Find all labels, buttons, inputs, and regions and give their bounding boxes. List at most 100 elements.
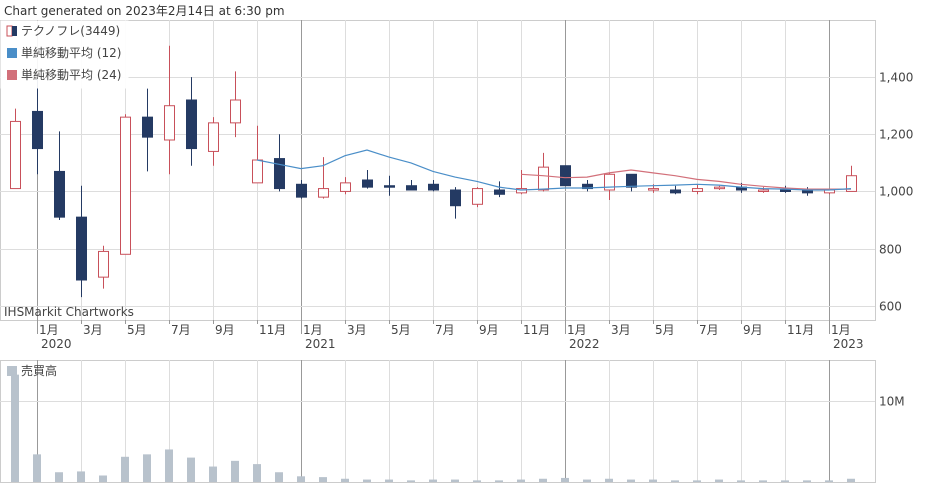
candle-body — [230, 99, 241, 124]
x-tick-label: 5月 — [127, 323, 147, 337]
volume-bar — [473, 480, 481, 482]
x-tick-label: 11月 — [259, 323, 286, 337]
volume-bar — [517, 479, 525, 482]
legend-label: 単純移動平均 (24) — [21, 68, 121, 82]
volume-bar — [319, 477, 327, 482]
volume-bar — [165, 449, 173, 482]
volume-bar — [231, 460, 239, 482]
x-tick-label: 3月 — [83, 323, 103, 337]
volume-bar — [759, 480, 767, 482]
y-tick-label: 1,400 — [879, 71, 913, 85]
volume-bar — [605, 478, 613, 482]
volume-bar — [451, 479, 459, 482]
x-year-label: 2021 — [305, 337, 336, 351]
x-year-label: 2022 — [569, 337, 600, 351]
price-legend: テクノフレ(3449) 単純移動平均 (12) 単純移動平均 (24) — [0, 20, 129, 89]
candle-body — [120, 116, 131, 255]
candle-body — [362, 179, 373, 188]
candle-body — [318, 188, 329, 198]
volume-bar — [297, 476, 305, 482]
candle-body — [450, 189, 461, 207]
candle-body — [648, 188, 659, 191]
candle-body — [186, 99, 197, 150]
volume-bar — [583, 479, 591, 482]
x-tick-label: 3月 — [347, 323, 367, 337]
volume-bar — [671, 480, 679, 482]
volume-bar — [715, 479, 723, 482]
candle-body — [252, 159, 263, 184]
volume-bar — [341, 478, 349, 482]
x-tick-label: 7月 — [171, 323, 191, 337]
volume-bar — [209, 466, 217, 482]
candle-body — [10, 120, 21, 190]
candle-body — [538, 166, 549, 191]
candle-body — [76, 216, 87, 281]
volume-bar — [11, 374, 19, 482]
x-tick-label: 1月 — [303, 323, 323, 337]
candle-body — [32, 110, 43, 150]
volume-bar — [385, 479, 393, 482]
x-tick-label: 1月 — [39, 323, 59, 337]
volume-bar — [627, 479, 635, 482]
volume-bar — [407, 480, 415, 482]
volume-bar — [275, 472, 283, 482]
volume-bar — [99, 475, 107, 482]
candle-body — [164, 105, 175, 141]
legend-label: 単純移動平均 (12) — [21, 46, 121, 60]
x-tick-label: 9月 — [215, 323, 235, 337]
x-tick-label: 7月 — [435, 323, 455, 337]
price-panel-frame — [0, 20, 876, 321]
candle-body — [472, 188, 483, 205]
candle-body — [274, 158, 285, 190]
candle-body — [846, 175, 857, 192]
candle-body — [98, 250, 109, 278]
volume-bar — [143, 454, 151, 482]
watermark-label: IHSMarkit Chartworks — [4, 305, 134, 319]
y-tick-label: 800 — [879, 243, 902, 257]
y-tick-label: 1,000 — [879, 185, 913, 199]
volume-bar — [781, 480, 789, 482]
candle-body — [428, 183, 439, 191]
candle-body — [340, 182, 351, 192]
candle-body — [626, 173, 637, 188]
volume-bar — [847, 478, 855, 482]
volume-bar — [33, 454, 41, 482]
x-tick-label: 9月 — [743, 323, 763, 337]
volume-bar — [77, 471, 85, 482]
volume-legend-label: 売買高 — [21, 363, 57, 378]
y-tick-label: 600 — [879, 300, 902, 314]
x-tick-label: 5月 — [655, 323, 675, 337]
volume-bar — [539, 478, 547, 482]
volume-bar — [561, 477, 569, 482]
volume-bar — [55, 472, 63, 482]
sma12-line — [256, 149, 852, 191]
candle-body — [692, 188, 703, 192]
candle-body — [384, 185, 395, 188]
x-tick-label: 5月 — [391, 323, 411, 337]
candle-body — [780, 189, 791, 192]
volume-y-tick-label: 10M — [879, 395, 905, 409]
candle-body — [406, 185, 417, 191]
x-tick-label: 11月 — [523, 323, 550, 337]
candle-body — [560, 165, 571, 187]
candle-legend-icon-up — [6, 25, 13, 37]
candle-body — [494, 189, 505, 195]
x-year-label: 2023 — [833, 337, 864, 351]
volume-bar — [363, 479, 371, 482]
x-tick-label: 9月 — [479, 323, 499, 337]
legend-background — [0, 20, 129, 89]
volume-bar — [737, 480, 745, 482]
candle-body — [714, 186, 725, 190]
candle-body — [54, 170, 65, 218]
y-tick-label: 1,200 — [879, 128, 913, 142]
volume-bar — [253, 464, 261, 482]
volume-bar — [495, 480, 503, 482]
legend-swatch — [7, 48, 17, 58]
volume-legend-swatch — [7, 366, 17, 376]
volume-bar — [187, 457, 195, 482]
candle-legend-icon-down — [12, 26, 17, 36]
legend-label: テクノフレ(3449) — [21, 24, 120, 38]
candle-body — [758, 189, 769, 192]
volume-bar — [649, 479, 657, 482]
